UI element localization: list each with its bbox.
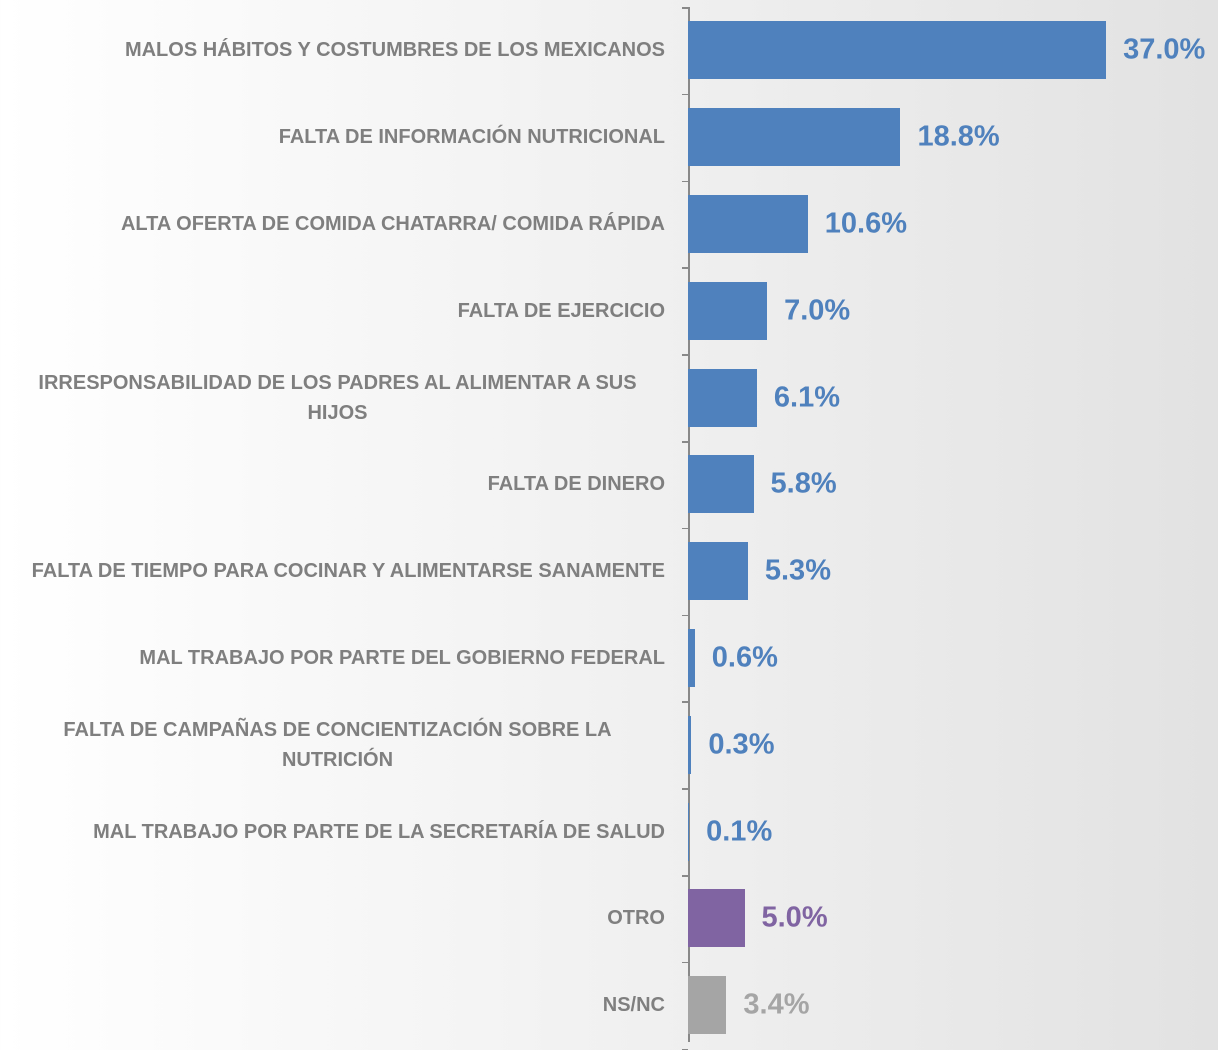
bar <box>688 21 1107 80</box>
value-label: 6.1% <box>773 381 841 414</box>
value-label: 18.8% <box>917 120 1000 153</box>
axis-tick <box>682 527 688 530</box>
bar <box>688 281 768 340</box>
axis-tick <box>682 441 688 443</box>
bar <box>688 368 757 427</box>
axis-tick <box>682 354 688 356</box>
category-text: OTRO <box>607 907 665 930</box>
category-text: FALTA DE CAMPAÑAS DE CONCIENTIZACIÓN SOB… <box>63 718 612 771</box>
bar <box>688 455 754 514</box>
category-label: MALOS HÁBITOS Y COSTUMBRES DE LOS MEXICA… <box>0 35 665 65</box>
value-label: 3.4% <box>743 988 810 1021</box>
category-label: FALTA DE DINERO <box>0 469 665 499</box>
bar <box>688 715 692 774</box>
axis-tick <box>682 961 688 964</box>
axis-tick <box>682 7 688 9</box>
category-label: MAL TRABAJO POR PARTE DEL GOBIERNO FEDER… <box>0 643 665 673</box>
category-label: FALTA DE EJERCICIO <box>0 296 665 326</box>
bar <box>688 629 695 687</box>
value-label: 10.6% <box>824 207 907 240</box>
category-label: FALTA DE CAMPAÑAS DE CONCIENTIZACIÓN SOB… <box>0 715 665 775</box>
bar <box>688 108 901 167</box>
axis-tick <box>682 267 688 269</box>
category-text: IRRESPONSABILIDAD DE LOS PADRES AL ALIME… <box>38 371 637 424</box>
category-label: NS/NC <box>0 990 665 1020</box>
axis-tick <box>682 701 688 703</box>
category-text: ALTA OFERTA DE COMIDA CHATARRA/ COMIDA R… <box>120 213 665 235</box>
category-text: MAL TRABAJO POR PARTE DEL GOBIERNO FEDER… <box>139 647 665 669</box>
bar <box>688 889 745 948</box>
category-text: FALTA DE TIEMPO PARA COCINAR Y ALIMENTAR… <box>31 560 665 583</box>
category-text: FALTA DE EJERCICIO <box>457 299 665 322</box>
value-label: 7.0% <box>784 294 851 327</box>
bar <box>688 195 808 253</box>
category-label: IRRESPONSABILIDAD DE LOS PADRES AL ALIME… <box>0 368 665 428</box>
category-label: MAL TRABAJO POR PARTE DE LA SECRETARÍA D… <box>0 817 665 847</box>
axis-line <box>688 7 690 1042</box>
category-text: MALOS HÁBITOS Y COSTUMBRES DE LOS MEXICA… <box>124 39 665 62</box>
axis-tick <box>682 93 688 96</box>
axis-tick <box>682 180 688 183</box>
value-label: 5.0% <box>761 901 828 934</box>
value-label: 37.0% <box>1123 33 1206 66</box>
bar <box>688 976 727 1035</box>
bar <box>688 802 690 861</box>
value-label: 0.1% <box>706 815 773 848</box>
category-label: OTRO <box>0 903 665 933</box>
value-label: 5.3% <box>764 554 831 587</box>
category-text: FALTA DE INFORMACIÓN NUTRICIONAL <box>278 126 665 149</box>
axis-tick <box>682 614 688 617</box>
category-text: NS/NC <box>602 994 665 1017</box>
bar <box>688 542 748 601</box>
category-text: FALTA DE DINERO <box>487 473 665 496</box>
value-label: 5.8% <box>770 467 837 500</box>
axis-tick <box>682 875 688 877</box>
axis-tick <box>682 788 688 790</box>
category-label: ALTA OFERTA DE COMIDA CHATARRA/ COMIDA R… <box>0 209 665 239</box>
category-label: FALTA DE INFORMACIÓN NUTRICIONAL <box>0 122 665 152</box>
value-label: 0.3% <box>708 728 775 761</box>
value-label: 0.6% <box>711 641 778 674</box>
category-label: FALTA DE TIEMPO PARA COCINAR Y ALIMENTAR… <box>0 556 665 586</box>
category-text: MAL TRABAJO POR PARTE DE LA SECRETARÍA D… <box>93 820 665 843</box>
